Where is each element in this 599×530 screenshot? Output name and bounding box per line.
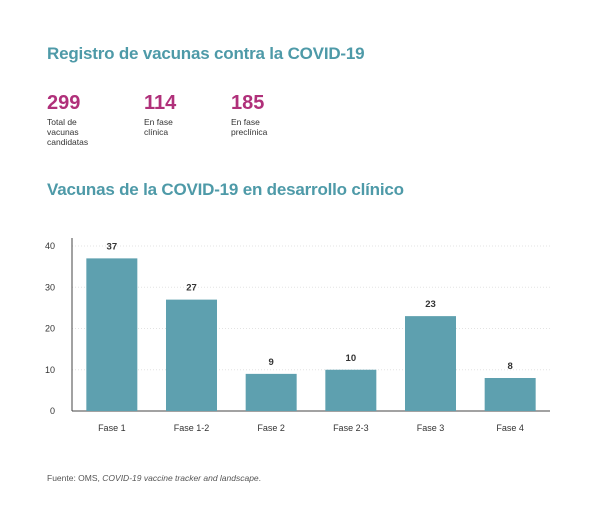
chart-title: Vacunas de la COVID-19 en desarrollo clí… bbox=[47, 180, 404, 199]
x-tick-label: Fase 1-2 bbox=[174, 423, 210, 433]
bar bbox=[484, 378, 536, 411]
y-tick-label: 40 bbox=[45, 241, 55, 251]
stat-label-line1: En fase preclínica bbox=[231, 117, 268, 137]
data-label: 10 bbox=[346, 353, 357, 364]
stat-label-line1: En fase clínica bbox=[144, 117, 173, 137]
data-label: 37 bbox=[107, 241, 118, 252]
x-tick-label: Fase 1 bbox=[98, 423, 126, 433]
stat-value: 185 bbox=[231, 92, 265, 114]
bar bbox=[325, 369, 377, 411]
stat-value: 114 bbox=[144, 92, 177, 114]
data-label: 8 bbox=[508, 361, 513, 372]
data-label: 9 bbox=[269, 357, 274, 368]
x-tick-label: Fase 2 bbox=[257, 423, 285, 433]
y-tick-label: 30 bbox=[45, 282, 55, 292]
x-tick-label: Fase 4 bbox=[496, 423, 524, 433]
bar bbox=[405, 316, 456, 411]
source-italic: COVID-19 vaccine tracker and landscape bbox=[102, 473, 259, 483]
source-prefix: Fuente: OMS, bbox=[47, 473, 103, 483]
stat-clinical-phase: 114 En fase clínica bbox=[144, 92, 176, 137]
data-label: 23 bbox=[425, 299, 436, 310]
stat-label-line2: candidatas bbox=[47, 137, 89, 147]
stat-total-candidates: 299 Total de vacunas candidatas bbox=[47, 92, 88, 147]
bar bbox=[86, 258, 138, 411]
y-tick-label: 10 bbox=[45, 365, 55, 375]
bar bbox=[245, 373, 297, 411]
bar bbox=[166, 299, 217, 411]
stat-preclinical-phase: 185 En fase preclínica bbox=[231, 92, 267, 137]
stat-label-line1: Total de vacunas bbox=[47, 117, 79, 137]
source-note: Fuente: OMS, COVID-19 vaccine tracker an… bbox=[47, 473, 261, 483]
data-label: 27 bbox=[186, 283, 197, 294]
source-suffix: . bbox=[258, 473, 262, 483]
x-tick-label: Fase 3 bbox=[417, 423, 445, 433]
stat-value: 299 bbox=[47, 92, 81, 114]
y-tick-label: 0 bbox=[50, 406, 55, 416]
y-tick-label: 20 bbox=[45, 324, 55, 334]
page-title: Registro de vacunas contra la COVID-19 bbox=[47, 44, 365, 63]
x-tick-label: Fase 2-3 bbox=[333, 423, 369, 433]
